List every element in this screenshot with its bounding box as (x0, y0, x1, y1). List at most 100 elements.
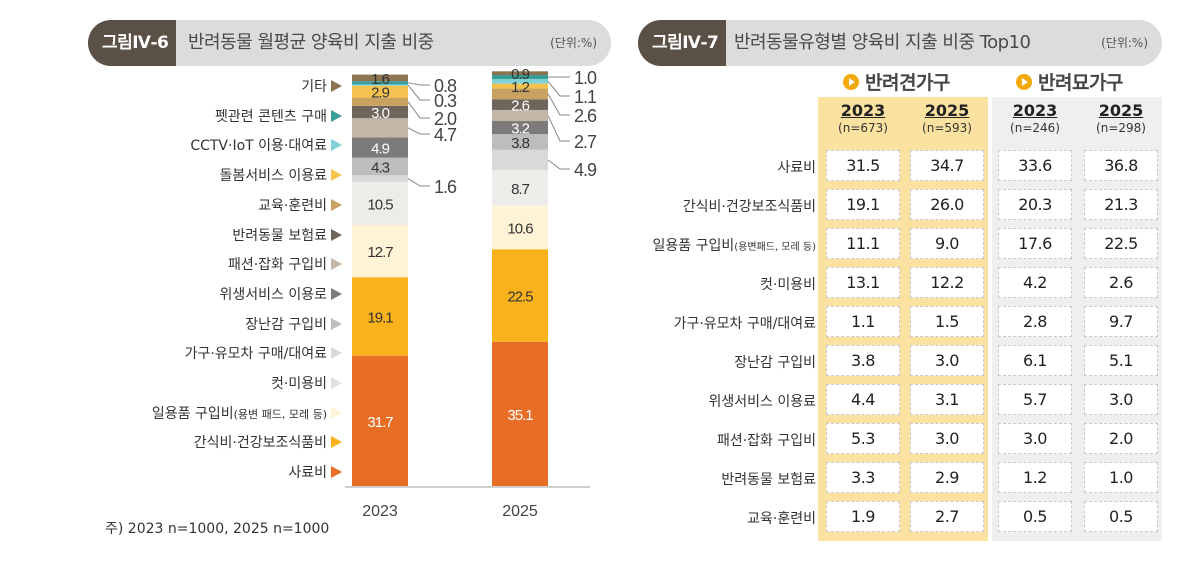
legend-item: CCTV·IoT 이용·대여료 (190, 135, 342, 155)
legend-item: 간식비·건강보조식품비 (194, 432, 342, 452)
table-cell: 17.6 (998, 228, 1072, 259)
row-label: 가구·유모차 구매/대여료 (673, 316, 816, 332)
row-label: 간식비·건강보조식품비 (682, 199, 816, 215)
group-label: 반려견가구 (865, 72, 950, 94)
callout-line (407, 82, 430, 86)
column-header: 2025 (n=298) (1083, 102, 1159, 136)
data-label: 31.7 (367, 414, 393, 431)
legend-marker-icon (331, 139, 342, 152)
row-label: 반려동물 보험료 (721, 472, 816, 488)
column-year: 2023 (1012, 101, 1058, 120)
figure2-badge: 그림Ⅳ-7 (638, 20, 727, 66)
callout-line (407, 178, 430, 187)
data-label: 2.9 (371, 85, 390, 102)
table-cell: 2.9 (910, 462, 984, 493)
callout-label: 4.9 (574, 160, 597, 180)
legend-label: 돌봄서비스 이용료 (219, 168, 328, 185)
data-label: 10.5 (367, 196, 393, 213)
callout-label: 1.0 (574, 68, 597, 88)
data-label: 35.1 (507, 407, 533, 424)
bar-segment (492, 149, 548, 170)
callout-label: 4.7 (434, 125, 457, 145)
bar-segment (352, 85, 408, 98)
column-year: 2025 (924, 101, 970, 120)
table-cell: 36.8 (1084, 150, 1158, 181)
legend-label: CCTV·IoT 이용·대여료 (190, 138, 327, 155)
column-sample-size: (n=298) (1096, 121, 1146, 135)
legend-label: 교육·훈련비 (258, 197, 327, 214)
legend-item: 펫관련 콘텐츠 구매 (215, 106, 342, 126)
legend-item: 위생서비스 이용로 (219, 284, 342, 304)
callout-line (547, 81, 570, 97)
bar-segment (352, 81, 408, 85)
legend-marker-icon (331, 466, 342, 479)
legend-marker-icon (331, 169, 342, 182)
legend-marker-icon (331, 198, 342, 211)
figure1-title: 반려동물 월평균 양육비 지출 비중 (188, 32, 434, 53)
row-label: 컷·미용비 (760, 277, 816, 293)
column-year: 2023 (840, 101, 886, 120)
column-header: 2023 (n=246) (997, 102, 1073, 136)
bar-segment (352, 105, 408, 119)
table-cell: 0.5 (998, 501, 1072, 532)
table-cell: 3.0 (910, 423, 984, 454)
legend-label: 위생서비스 이용로 (219, 286, 328, 303)
figure1-unit: (단위:%) (550, 36, 597, 50)
data-label: 0.9 (511, 66, 530, 83)
group-header-cat: 반려묘가구 (1016, 68, 1123, 95)
callout-line (547, 159, 570, 170)
column-year: 2025 (1098, 101, 1144, 120)
legend-item: 돌봄서비스 이용료 (219, 165, 342, 185)
x-tick-label: 2025 (502, 503, 538, 520)
data-label: 1.6 (371, 71, 390, 88)
table-cell: 31.5 (826, 150, 900, 181)
column-header: 2023 (n=673) (825, 102, 901, 136)
row-label: 위생서비스 이용료 (708, 394, 817, 410)
legend-marker-icon (331, 287, 342, 300)
bar-segment (352, 84, 408, 86)
legend-item: 패션·잡화 구입비 (228, 254, 342, 274)
play-circle-icon (843, 74, 859, 90)
bar-segment (492, 249, 548, 342)
legend-label: 패션·잡화 구입비 (227, 257, 327, 274)
table-cell: 9.0 (910, 228, 984, 259)
table-cell: 9.7 (1084, 306, 1158, 337)
table-cell: 11.1 (826, 228, 900, 259)
table-cell: 6.1 (998, 345, 1072, 376)
legend-label: 펫관련 콘텐츠 구매 (215, 108, 327, 125)
legend-marker-icon (331, 109, 342, 122)
row-label: 교육·훈련비 (747, 511, 816, 527)
legend-item: 컷·미용비 (271, 373, 342, 393)
bar-segment (492, 99, 548, 110)
table-cell: 2.6 (1084, 267, 1158, 298)
callout-label: 0.8 (434, 76, 457, 96)
bar-segment (492, 79, 548, 84)
data-label: 8.7 (511, 181, 530, 198)
bar-segment (492, 83, 548, 89)
stacked-bar-chart: 31.719.112.710.54.34.93.02.91.6 0.80.32.0… (345, 66, 598, 520)
table-cell: 3.0 (998, 423, 1072, 454)
figure2-title: 반려동물유형별 양육비 지출 비중 Top10 (734, 32, 1031, 53)
legend-item: 일용품 구입비(용변 패드, 모레 등) (152, 403, 342, 423)
table-cell: 3.0 (910, 345, 984, 376)
legend-marker-icon (331, 436, 342, 449)
callout-label: 2.7 (574, 132, 597, 152)
data-label: 10.6 (507, 220, 533, 237)
legend-item: 사료비 (288, 462, 342, 482)
row-label: 사료비 (777, 160, 816, 176)
table-cell: 4.4 (826, 384, 900, 415)
play-circle-icon (1016, 74, 1032, 90)
data-label: 22.5 (507, 289, 533, 306)
legend-label: 간식비·건강보조식품비 (193, 435, 327, 452)
legend-item: 장난감 구입비 (245, 314, 342, 334)
callout-line (547, 115, 570, 142)
table-cell: 5.3 (826, 423, 900, 454)
table-cell: 33.6 (998, 150, 1072, 181)
bar-segment (352, 355, 408, 486)
legend-marker-icon (331, 228, 342, 241)
legend-marker-icon (331, 377, 342, 389)
bar-segment (492, 121, 548, 135)
figure1-note: 주) 2023 n=1000, 2025 n=1000 (105, 521, 330, 537)
bar-segment (352, 74, 408, 82)
callout-line (407, 84, 430, 101)
